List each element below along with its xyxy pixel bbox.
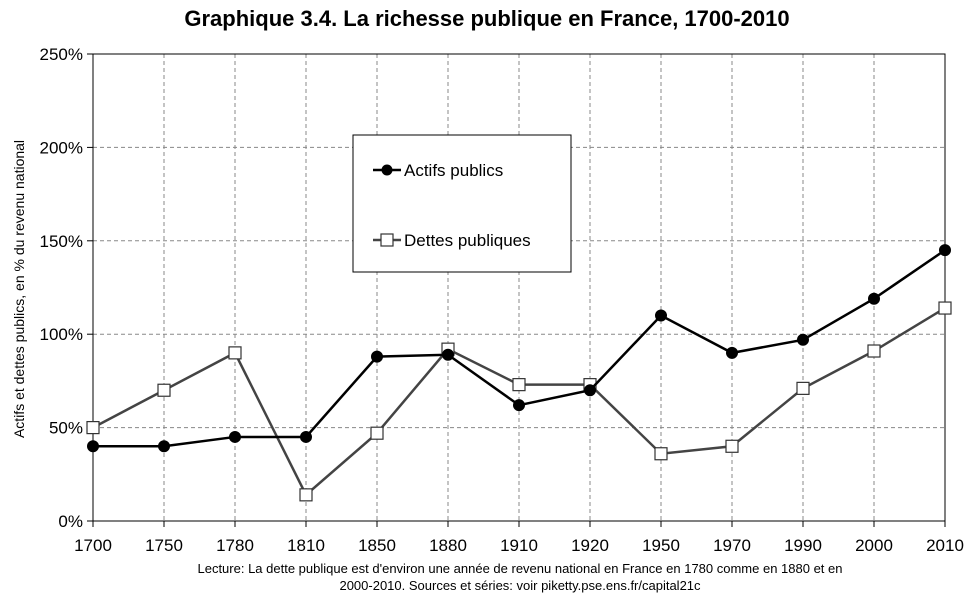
caption: Lecture: La dette publique est d'environ… [120,560,920,594]
x-tick-label: 1880 [429,536,467,555]
y-axis-label: Actifs et dettes publics, en % du revenu… [11,140,27,438]
y-tick-label: 100% [40,325,83,344]
data-point-actifs [868,292,880,305]
data-point-dettes [299,488,313,502]
x-tick-label: 1780 [216,536,254,555]
x-tick-label: 1850 [358,536,396,555]
axes: 0% 50% 100% 150% 200% 250% 1700 1750 1780 1810 185… [40,45,964,555]
data-point-actifs [939,244,951,257]
data-point-dettes [157,383,171,397]
data-point-actifs [655,309,667,322]
x-tick-label: 1810 [287,536,325,555]
legend-box [352,134,572,273]
grid [93,54,945,521]
data-point-dettes [228,346,242,360]
x-tick-label: 2010 [926,536,964,555]
x-tick-label: 1950 [642,536,680,555]
y-tick-label: 250% [40,45,83,64]
chart-title: Graphique 3.4. La richesse publique en F… [184,6,790,31]
data-point-actifs [229,430,241,443]
x-tick-label: 1970 [713,536,751,555]
x-tick-label: 1920 [571,536,609,555]
y-tick-label: 150% [40,232,83,251]
caption-line-1: Lecture: La dette publique est d'environ… [197,561,843,576]
data-point-actifs [87,440,99,453]
legend-marker-actifs [381,164,393,176]
data-point-dettes [938,301,952,315]
data-point-actifs [726,346,738,359]
data-point-actifs [371,350,383,363]
y-tick-label: 0% [58,512,83,531]
series [86,244,952,502]
x-tick-label: 2000 [855,536,893,555]
data-point-dettes [370,426,384,440]
data-point-actifs [442,348,454,361]
x-tick-label: 1910 [500,536,538,555]
y-tick-label: 200% [40,138,83,157]
data-point-actifs [300,430,312,443]
data-point-actifs [158,440,170,453]
data-point-dettes [796,381,810,395]
caption-line-2: 2000-2010. Sources et séries: voir piket… [339,578,701,593]
y-tick-label: 50% [49,419,83,438]
legend-marker-dettes [380,233,394,247]
legend-label-0: Actifs publics [404,161,503,180]
legend: Actifs publics Dettes publiques [352,134,572,273]
x-tick-label: 1990 [784,536,822,555]
x-tick-label: 1700 [74,536,112,555]
x-tick-label: 1750 [145,536,183,555]
data-point-dettes [867,344,881,358]
data-point-actifs [584,384,596,397]
data-point-dettes [86,421,100,435]
data-point-dettes [512,378,526,392]
data-point-dettes [654,447,668,461]
legend-label-1: Dettes publiques [404,231,531,250]
data-point-actifs [513,399,525,412]
data-point-dettes [725,439,739,453]
data-point-actifs [797,333,809,346]
